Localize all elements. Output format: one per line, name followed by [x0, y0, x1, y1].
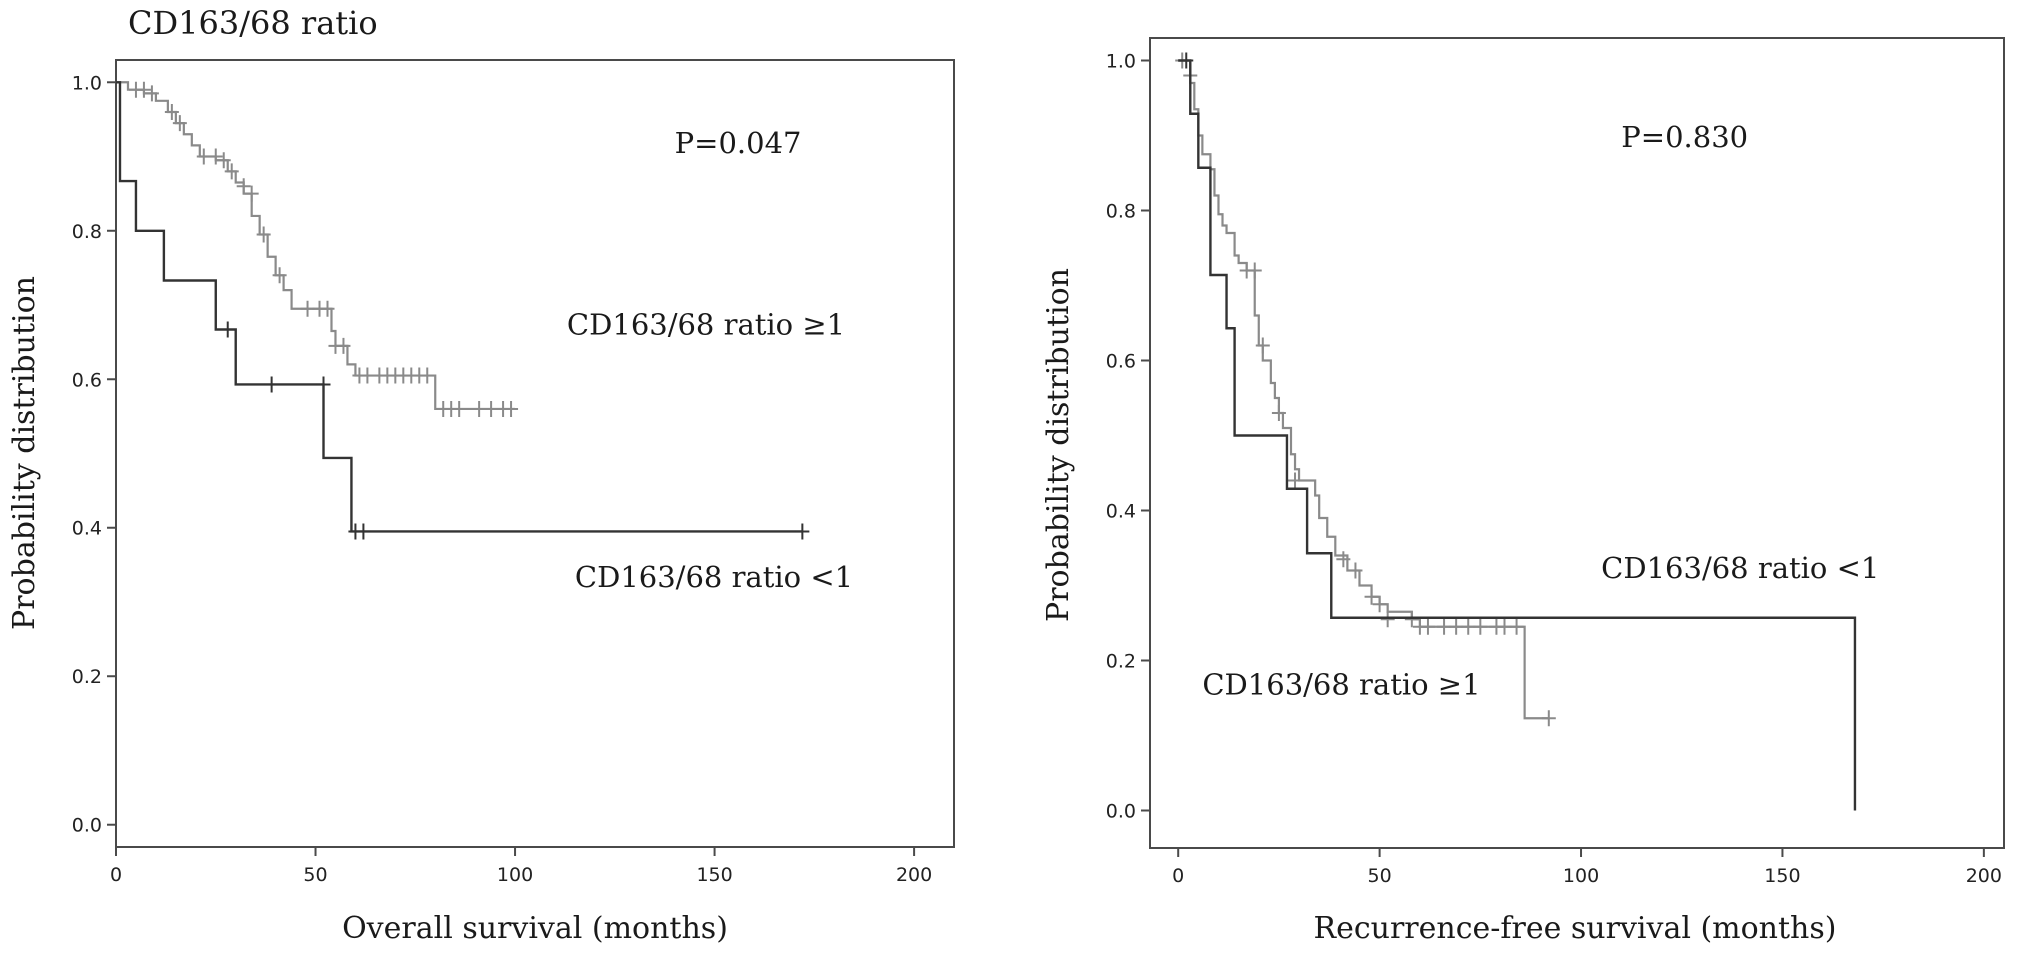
rfs-y-tick-label: 0.6 [1106, 351, 1136, 373]
os-censor-mark [244, 185, 259, 202]
rfs-labels: Recurrence-free survival (months) Probab… [1041, 120, 1879, 946]
rfs-x-tick-label: 0 [1172, 865, 1184, 887]
rfs-censor-mark [1348, 562, 1363, 579]
os-censor-mark [360, 367, 375, 384]
rfs-y-tick-label: 1.0 [1106, 51, 1136, 73]
rfs-survival-curve-low-ratio [1178, 59, 1857, 811]
os-curves [116, 81, 810, 540]
rfs-censor-mark [1449, 618, 1464, 635]
rfs-x-axis-label: Recurrence-free survival (months) [1314, 911, 1837, 946]
os-censor-mark [420, 367, 435, 384]
os-censor-mark [272, 267, 287, 284]
os-censor-mark [216, 152, 231, 169]
os-y-tick-label: 0.4 [72, 518, 102, 540]
os-censor-mark [208, 148, 223, 165]
os-censor-mark [452, 400, 467, 417]
os-censor-mark [504, 400, 519, 417]
os-censor-mark [356, 523, 371, 540]
rfs-censor-mark [1497, 618, 1512, 635]
os-y-tick-label: 1.0 [72, 72, 102, 94]
rfs-censor-mark [1473, 618, 1488, 635]
os-censor-mark [316, 376, 331, 393]
os-censor-mark [164, 103, 179, 120]
os-x-tick-label: 150 [696, 864, 732, 886]
figure-title: CD163/68 ratio [128, 4, 378, 42]
rfs-x-tick-label: 50 [1368, 865, 1392, 887]
os-censor-mark [264, 376, 279, 393]
os-censor-mark [320, 300, 335, 317]
rfs-ticks: 0 50 100 150 200 0.0 0.2 0.4 0.6 0.8 1.0 [1106, 51, 2002, 888]
os-censor-mark [144, 85, 159, 102]
os-plot-frame [115, 59, 955, 848]
rfs-label-low-ratio: CD163/68 ratio <1 [1601, 551, 1879, 585]
rfs-curves [1175, 52, 1857, 811]
os-x-axis-label: Overall survival (months) [342, 911, 728, 946]
rfs-censor-mark [1509, 618, 1524, 635]
os-panel: 0 50 100 150 200 0.0 0.2 0.4 0.6 0.8 1.0 Overall s… [7, 59, 955, 946]
os-survival-curve-low-ratio [116, 81, 803, 533]
os-label-low-ratio: CD163/68 ratio <1 [575, 560, 853, 594]
os-censor-mark [236, 178, 251, 195]
os-censor-mark [300, 300, 315, 317]
rfs-y-tick-label: 0.4 [1106, 501, 1136, 523]
os-censor-mark [472, 400, 487, 417]
os-x-tick-label: 100 [497, 864, 533, 886]
os-x-tick-label: 0 [110, 864, 122, 886]
rfs-x-tick-label: 150 [1764, 865, 1800, 887]
rfs-y-axis-label: Probability distribution [1041, 268, 1076, 622]
os-label-high-ratio: CD163/68 ratio ≥1 [567, 308, 845, 342]
rfs-y-tick-label: 0.2 [1106, 651, 1136, 673]
os-y-tick-label: 0.0 [72, 815, 102, 837]
rfs-y-tick-label: 0.8 [1106, 201, 1136, 223]
rfs-censor-mark [1420, 618, 1435, 635]
rfs-p-value: P=0.830 [1621, 120, 1748, 154]
rfs-censor-mark [1255, 337, 1270, 354]
rfs-censor-mark [1364, 588, 1379, 605]
rfs-plot-frame [1149, 37, 2005, 849]
os-p-value: P=0.047 [675, 126, 802, 160]
os-y-tick-label: 0.6 [72, 369, 102, 391]
rfs-panel: 0 50 100 150 200 0.0 0.2 0.4 0.6 0.8 1.0 Recurrenc… [1041, 37, 2005, 946]
rfs-censor-mark [1461, 618, 1476, 635]
rfs-censor-mark [1271, 405, 1286, 421]
os-survival-curve-high-ratio [116, 81, 516, 411]
rfs-label-high-ratio: CD163/68 ratio ≥1 [1202, 667, 1480, 701]
os-censor-mark [172, 115, 187, 132]
os-y-tick-label: 0.2 [72, 666, 102, 688]
rfs-censor-mark [1288, 472, 1303, 489]
os-censor-mark [256, 226, 271, 243]
rfs-x-tick-label: 200 [1966, 865, 2002, 887]
os-y-axis-label: Probability distribution [7, 276, 42, 630]
os-censor-mark [224, 163, 239, 180]
os-censor-mark [136, 81, 151, 98]
os-y-tick-label: 0.8 [72, 221, 102, 243]
os-censor-mark [196, 148, 211, 165]
rfs-censor-mark [1179, 52, 1194, 69]
os-censor-mark [220, 321, 235, 338]
os-censor-mark [795, 523, 810, 540]
rfs-censor-mark [1247, 262, 1262, 279]
os-ticks: 0 50 100 150 200 0.0 0.2 0.4 0.6 0.8 1.0 [72, 72, 932, 886]
os-x-tick-label: 50 [303, 864, 327, 886]
rfs-y-tick-label: 0.0 [1106, 801, 1136, 823]
rfs-censor-mark [1372, 596, 1387, 613]
rfs-x-tick-label: 100 [1563, 865, 1599, 887]
rfs-censor-mark [1380, 611, 1395, 628]
os-censor-mark [484, 400, 499, 417]
rfs-censor-mark [1437, 618, 1452, 635]
rfs-censor-mark [1404, 611, 1419, 628]
os-x-tick-label: 200 [896, 864, 932, 886]
rfs-censor-mark [1541, 710, 1556, 727]
os-censor-mark [336, 337, 351, 354]
rfs-censor-mark [1336, 551, 1351, 568]
os-labels: Overall survival (months) Probability di… [7, 126, 853, 946]
